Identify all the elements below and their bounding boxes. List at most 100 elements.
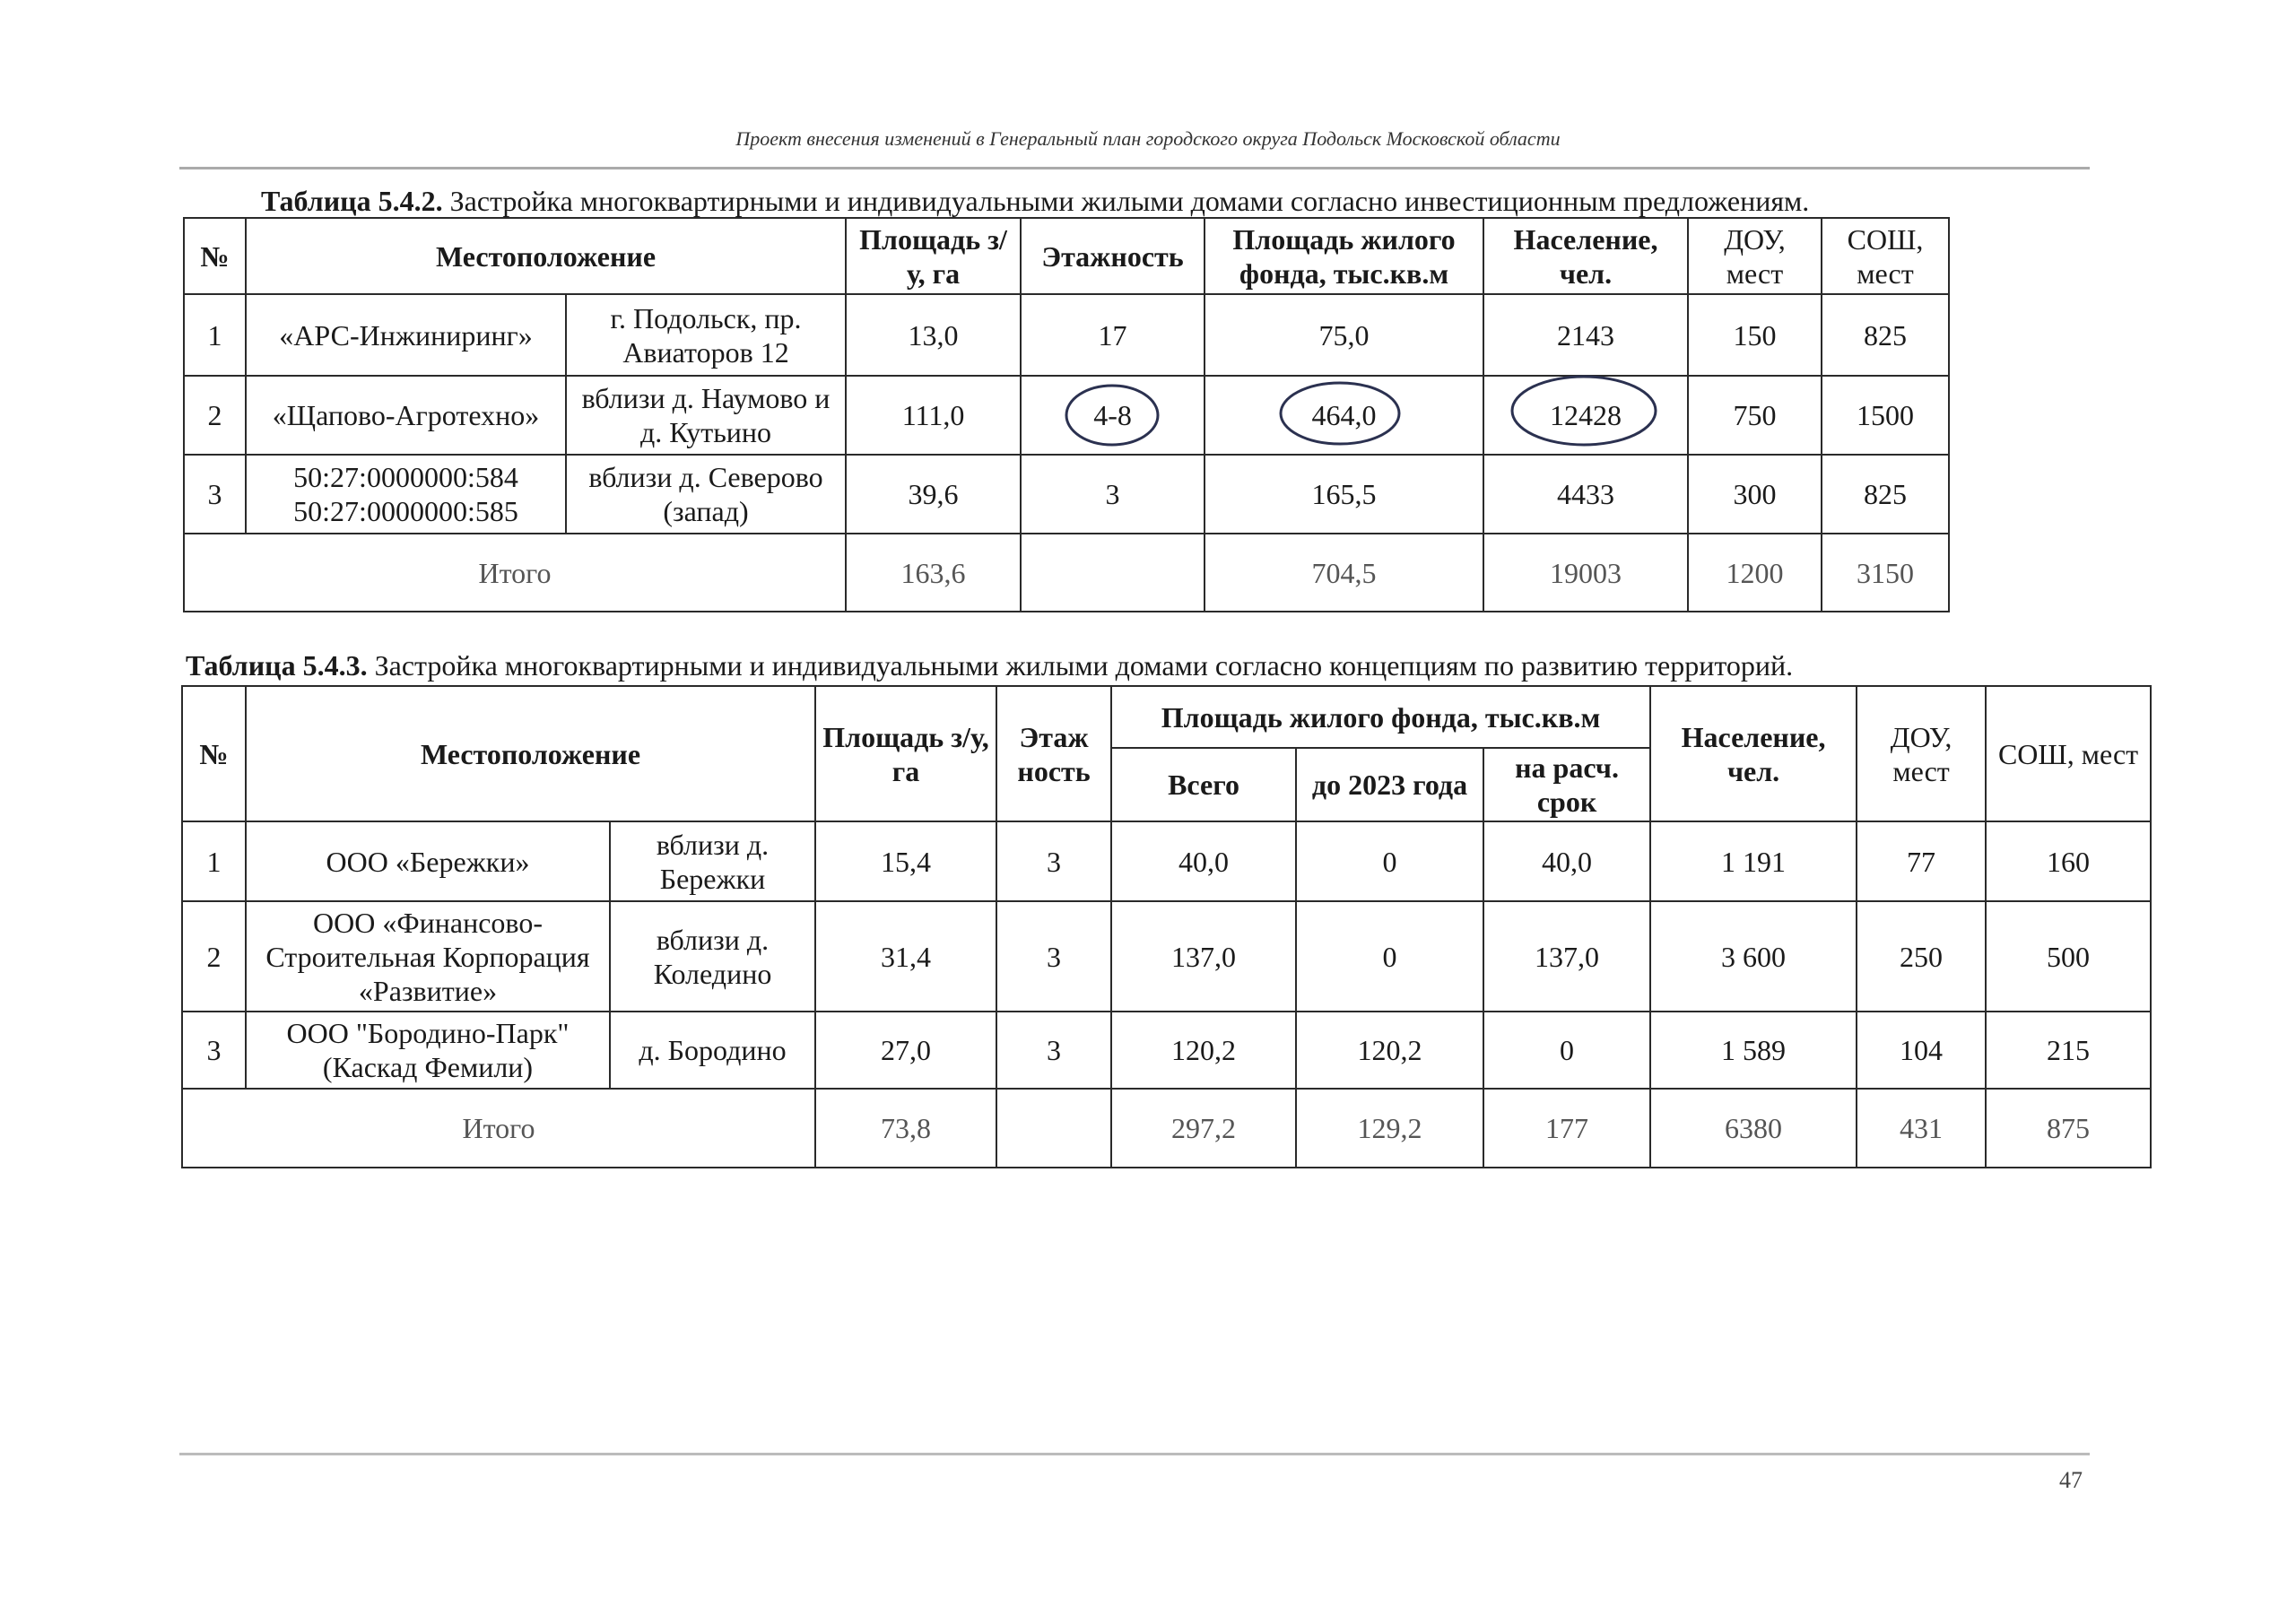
cell-population: 4433 [1483, 454, 1690, 534]
cell-housing-2023: 0 [1295, 900, 1485, 1012]
cell-place: г. Подольск, пр. Авиаторов 12 [564, 293, 848, 377]
cell-sosh: 215 [1985, 1011, 2152, 1090]
total-housing-2023: 129,2 [1295, 1088, 1485, 1168]
cell-name: 50:27:0000000:584 50:27:0000000:585 [245, 454, 567, 534]
cell-floors: 3 [996, 900, 1113, 1012]
cell-num: 3 [181, 1011, 247, 1090]
cell-num: 1 [181, 821, 247, 902]
cell-housing: 464,0 [1204, 375, 1485, 456]
cell-dou: 150 [1687, 293, 1823, 377]
page-number: 47 [2059, 1467, 2083, 1493]
cell-population: 12428 [1483, 375, 1690, 456]
header-floors: Этаж ность [996, 685, 1113, 822]
cell-housing: 165,5 [1204, 454, 1485, 534]
table-row: 2 ООО «Финансово-Строительная Корпорация… [181, 900, 2152, 1012]
cell-housing-calc: 40,0 [1483, 821, 1652, 902]
table-row: 3 ООО "Бородино-Парк" (Каскад Фемили) д.… [181, 1011, 2152, 1090]
table1-caption-text: Застройка многоквартирными и индивидуаль… [442, 185, 1810, 217]
header-dou: ДОУ, мест [1687, 217, 1823, 295]
cell-name: ООО "Бородино-Парк" (Каскад Фемили) [245, 1011, 611, 1090]
table-row: 3 50:27:0000000:584 50:27:0000000:585 вб… [183, 454, 1951, 534]
cell-name: «Щапово-Агротехно» [245, 375, 567, 456]
header-location: Местоположение [244, 217, 848, 295]
total-floors [1020, 533, 1206, 612]
footer-rule [179, 1453, 2090, 1455]
cell-sosh: 825 [1821, 293, 1951, 377]
total-population: 6380 [1649, 1088, 1858, 1168]
total-label: Итого [180, 1088, 817, 1168]
total-floors [996, 1088, 1113, 1168]
cell-num: 2 [183, 375, 247, 456]
header-sosh: СОШ, мест [1985, 685, 2152, 822]
cell-area: 13,0 [845, 293, 1022, 377]
header-housing-2023: до 2023 года [1295, 747, 1485, 822]
total-housing-calc: 177 [1483, 1088, 1652, 1168]
running-header: Проект внесения изменений в Генеральный … [735, 127, 1561, 150]
total-dou: 431 [1856, 1088, 1987, 1168]
total-area: 73,8 [814, 1088, 998, 1168]
cell-floors: 3 [1020, 454, 1206, 534]
total-dou: 1200 [1687, 533, 1823, 612]
cell-area: 27,0 [814, 1011, 998, 1090]
header-floors: Этажность [1020, 217, 1206, 295]
total-label: Итого [182, 533, 848, 612]
header-area: Площадь з/у, га [814, 685, 998, 822]
table-5-4-3: № Местоположение Площадь з/у, га Этаж но… [180, 685, 2152, 1168]
cell-area: 111,0 [845, 375, 1022, 456]
total-population: 19003 [1483, 533, 1690, 612]
table-row: 2 «Щапово-Агротехно» вблизи д. Наумово и… [183, 375, 1951, 456]
cell-housing-calc: 137,0 [1483, 900, 1652, 1012]
cell-sosh: 500 [1985, 900, 2152, 1012]
total-sosh: 875 [1985, 1088, 2152, 1168]
header-num: № [181, 685, 247, 822]
header-housing-total: Всего [1110, 747, 1298, 822]
cell-sosh: 825 [1821, 454, 1951, 534]
header-rule [179, 167, 2090, 169]
header-housing: Площадь жилого фонда, тыс.кв.м [1204, 217, 1485, 295]
cell-place: вблизи д. Бережки [608, 821, 817, 902]
table-row: 1 ООО «Бережки» вблизи д. Бережки 15,4 3… [181, 821, 2152, 902]
cell-floors: 3 [996, 821, 1113, 902]
cell-housing-total: 40,0 [1110, 821, 1298, 902]
header-sosh: СОШ, мест [1821, 217, 1951, 295]
cell-area: 15,4 [814, 821, 998, 902]
cell-place: д. Бородино [608, 1011, 817, 1090]
cell-population: 1 191 [1649, 821, 1858, 902]
cell-place: вблизи д. Наумово и д. Кутьино [564, 375, 848, 456]
cell-num: 1 [183, 293, 247, 377]
cell-name: ООО «Бережки» [245, 821, 611, 902]
cell-dou: 750 [1687, 375, 1823, 456]
cell-housing: 75,0 [1204, 293, 1485, 377]
cell-dou: 104 [1856, 1011, 1987, 1090]
header-area: Площадь з/у, га [845, 217, 1022, 295]
total-housing: 704,5 [1204, 533, 1485, 612]
cell-area: 39,6 [845, 454, 1022, 534]
table2-caption: Таблица 5.4.3. Застройка многоквартирным… [186, 649, 1793, 682]
cell-dou: 77 [1856, 821, 1987, 902]
cell-sosh: 1500 [1821, 375, 1951, 456]
cell-housing-2023: 120,2 [1295, 1011, 1485, 1090]
table-header-row: № Местоположение Площадь з/у, га Этажнос… [183, 217, 1951, 295]
cell-housing-calc: 0 [1483, 1011, 1652, 1090]
cell-floors: 17 [1020, 293, 1206, 377]
header-location: Местоположение [244, 685, 817, 822]
table-header-row: № Местоположение Площадь з/у, га Этаж но… [181, 685, 2152, 822]
table-subheader-row: Всего до 2023 года на расч. срок [182, 747, 2151, 822]
cell-name: ООО «Финансово-Строительная Корпорация «… [245, 900, 611, 1012]
cell-population: 3 600 [1649, 900, 1858, 1012]
table-total-row: Итого 163,6 704,5 19003 1200 3150 [182, 533, 1951, 612]
table1-caption-label: Таблица 5.4.2. [261, 185, 443, 217]
cell-floors: 4-8 [1020, 375, 1206, 456]
cell-name: «АРС-Инжиниринг» [245, 293, 567, 377]
cell-dou: 300 [1687, 454, 1823, 534]
cell-dou: 250 [1856, 900, 1987, 1012]
cell-area: 31,4 [814, 900, 998, 1012]
table-total-row: Итого 73,8 297,2 129,2 177 6380 431 875 [180, 1088, 2152, 1168]
cell-floors: 3 [996, 1011, 1113, 1090]
header-dou: ДОУ, мест [1856, 685, 1987, 822]
cell-num: 3 [183, 454, 247, 534]
cell-population: 2143 [1483, 293, 1690, 377]
table2-caption-label: Таблица 5.4.3. [186, 649, 368, 682]
cell-housing-total: 120,2 [1110, 1011, 1298, 1090]
header-population: Население, чел. [1483, 217, 1690, 295]
